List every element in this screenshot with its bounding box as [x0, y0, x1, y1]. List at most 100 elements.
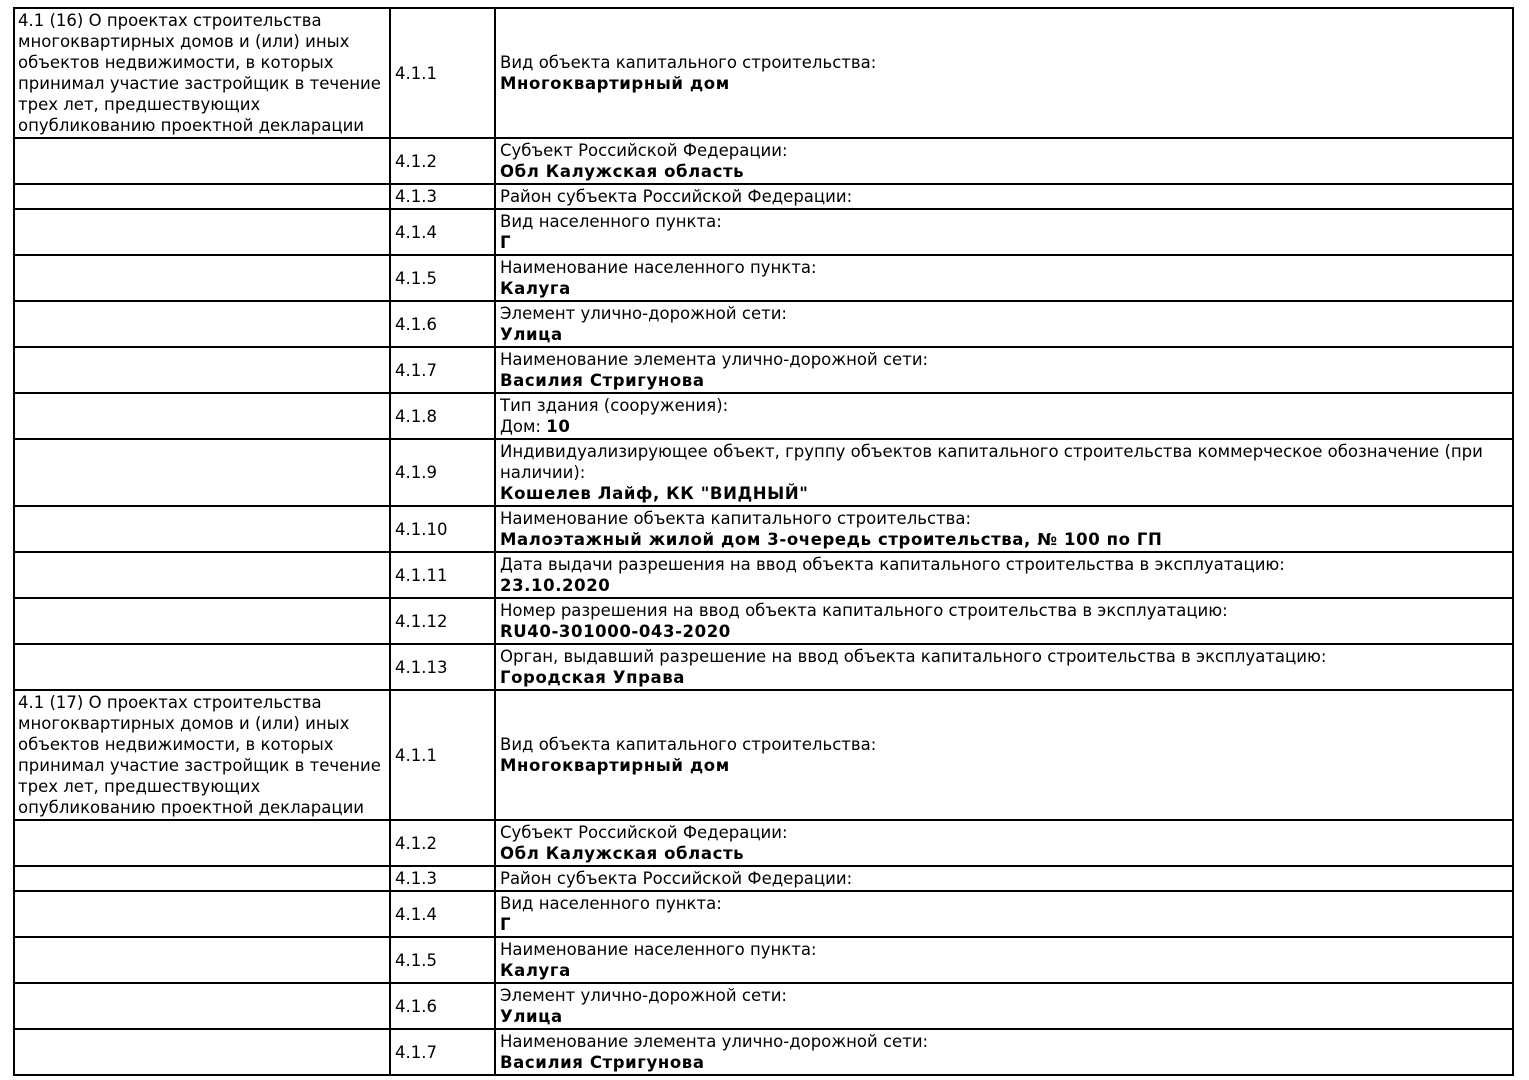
field-label: Орган, выдавший разрешение на ввод объек…	[500, 647, 1327, 666]
row-number-cell: 4.1.5	[389, 936, 496, 984]
table-row: 4.1.6 Элемент улично-дорожной сети: Улиц…	[13, 300, 1514, 348]
field-value-line: Обл Калужская область	[500, 161, 1504, 182]
row-number: 4.1.9	[395, 463, 437, 482]
section-description-cell	[13, 137, 391, 185]
project-declaration-table: 4.1 (16) О проектах строительства многок…	[13, 7, 1514, 1076]
row-number: 4.1.5	[395, 268, 437, 288]
field-value-prefix: Дом:	[500, 417, 547, 436]
row-number: 4.1.7	[395, 1042, 437, 1062]
section-description-cell	[13, 346, 391, 394]
section-description-cell	[13, 551, 391, 599]
table-row: 4.1.4 Вид населенного пункта: Г	[13, 208, 1514, 256]
row-number: 4.1.4	[395, 222, 437, 242]
field-value: Многоквартирный дом	[500, 756, 730, 775]
field-label: Элемент улично-дорожной сети:	[500, 304, 787, 323]
row-number-cell: 4.1.6	[389, 982, 496, 1030]
section-description-cell	[13, 982, 391, 1030]
table-body: 4.1 (16) О проектах строительства многок…	[13, 7, 1514, 1076]
field-value-line: Калуга	[500, 960, 1504, 981]
field-value-line: Обл Калужская область	[500, 843, 1504, 864]
section-description-cell	[13, 819, 391, 867]
table-row: 4.1.2 Субъект Российской Федерации: Обл …	[13, 137, 1514, 185]
field-label: Район субъекта Российской Федерации:	[500, 869, 853, 888]
field-value-line: Многоквартирный дом	[500, 755, 1504, 776]
field-value: Василия Стригунова	[500, 371, 705, 390]
field-value-line: Г	[500, 232, 1504, 253]
field-value: Кошелев Лайф, КК "ВИДНЫЙ"	[500, 484, 809, 503]
table-row: 4.1.6 Элемент улично-дорожной сети: Улиц…	[13, 982, 1514, 1030]
row-content-cell: Наименование элемента улично-дорожной се…	[494, 1028, 1514, 1076]
field-value: Городская Управа	[500, 668, 686, 687]
table-row: 4.1.7 Наименование элемента улично-дорож…	[13, 346, 1514, 394]
field-value-line: Калуга	[500, 278, 1504, 299]
row-number-cell: 4.1.13	[389, 643, 496, 691]
row-content-cell: Субъект Российской Федерации: Обл Калужс…	[494, 819, 1514, 867]
row-content-cell: Элемент улично-дорожной сети: Улица	[494, 300, 1514, 348]
section-description-cell	[13, 300, 391, 348]
field-label: Наименование населенного пункта:	[500, 258, 817, 277]
field-label: Дата выдачи разрешения на ввод объекта к…	[500, 555, 1285, 574]
field-value-line: RU40-301000-043-2020	[500, 621, 1504, 642]
row-content-cell: Вид объекта капитального строительства: …	[494, 7, 1514, 139]
row-content-cell: Тип здания (сооружения): Дом: 10	[494, 392, 1514, 440]
field-value: Многоквартирный дом	[500, 74, 730, 93]
row-number: 4.1.12	[395, 611, 448, 631]
row-number: 4.1.5	[395, 950, 437, 970]
row-number-cell: 4.1.2	[389, 137, 496, 185]
row-content-cell: Район субъекта Российской Федерации:	[494, 865, 1514, 892]
section-description-cell	[13, 183, 391, 210]
field-label: Элемент улично-дорожной сети:	[500, 986, 787, 1005]
table-row: 4.1.5 Наименование населенного пункта: К…	[13, 254, 1514, 302]
field-label: Вид объекта капитального строительства:	[500, 735, 877, 754]
row-number: 4.1.6	[395, 314, 437, 334]
table-row: 4.1.8 Тип здания (сооружения): Дом: 10	[13, 392, 1514, 440]
field-label: Индивидуализирующее объект, группу объек…	[500, 442, 1483, 482]
row-number: 4.1.1	[395, 745, 437, 765]
row-number: 4.1.2	[395, 833, 437, 853]
row-number: 4.1.1	[395, 63, 437, 83]
table-row: 4.1.12 Номер разрешения на ввод объекта …	[13, 597, 1514, 645]
table-row: 4.1.7 Наименование элемента улично-дорож…	[13, 1028, 1514, 1076]
field-value: Г	[500, 915, 512, 934]
field-label: Наименование населенного пункта:	[500, 940, 817, 959]
row-number: 4.1.7	[395, 360, 437, 380]
row-number-cell: 4.1.8	[389, 392, 496, 440]
field-value: Калуга	[500, 279, 571, 298]
row-number: 4.1.3	[395, 869, 437, 888]
section-description-cell	[13, 392, 391, 440]
section-description-cell	[13, 597, 391, 645]
table-row: 4.1.2 Субъект Российской Федерации: Обл …	[13, 819, 1514, 867]
table-row: 4.1.13 Орган, выдавший разрешение на вво…	[13, 643, 1514, 691]
table-row: 4.1.11 Дата выдачи разрешения на ввод об…	[13, 551, 1514, 599]
table-row: 4.1 (17) О проектах строительства многок…	[13, 689, 1514, 821]
field-value: Улица	[500, 1007, 563, 1026]
row-content-cell: Орган, выдавший разрешение на ввод объек…	[494, 643, 1514, 691]
field-label: Наименование элемента улично-дорожной се…	[500, 350, 929, 369]
row-number-cell: 4.1.11	[389, 551, 496, 599]
row-content-cell: Вид населенного пункта: Г	[494, 208, 1514, 256]
row-number-cell: 4.1.7	[389, 346, 496, 394]
field-label: Район субъекта Российской Федерации:	[500, 187, 853, 206]
field-value-line: Г	[500, 914, 1504, 935]
field-value-line: Василия Стригунова	[500, 1052, 1504, 1073]
table-row: 4.1.4 Вид населенного пункта: Г	[13, 890, 1514, 938]
row-number-cell: 4.1.4	[389, 890, 496, 938]
field-value: 10	[546, 417, 571, 436]
field-value: Василия Стригунова	[500, 1053, 705, 1072]
field-label: Вид населенного пункта:	[500, 894, 722, 913]
field-value-line: Кошелев Лайф, КК "ВИДНЫЙ"	[500, 483, 1504, 504]
row-content-cell: Наименование объекта капитального строит…	[494, 505, 1514, 553]
section-description-cell	[13, 1028, 391, 1076]
row-number-cell: 4.1.1	[389, 689, 496, 821]
row-content-cell: Дата выдачи разрешения на ввод объекта к…	[494, 551, 1514, 599]
row-number-cell: 4.1.7	[389, 1028, 496, 1076]
row-number-cell: 4.1.2	[389, 819, 496, 867]
field-value-line: Малоэтажный жилой дом 3-очередь строител…	[500, 529, 1504, 550]
field-label: Наименование элемента улично-дорожной се…	[500, 1032, 929, 1051]
row-content-cell: Наименование населенного пункта: Калуга	[494, 936, 1514, 984]
section-description-cell	[13, 438, 391, 507]
field-value: 23.10.2020	[500, 576, 611, 595]
row-number: 4.1.8	[395, 406, 437, 426]
row-number-cell: 4.1.3	[389, 183, 496, 210]
field-label: Номер разрешения на ввод объекта капитал…	[500, 601, 1228, 620]
